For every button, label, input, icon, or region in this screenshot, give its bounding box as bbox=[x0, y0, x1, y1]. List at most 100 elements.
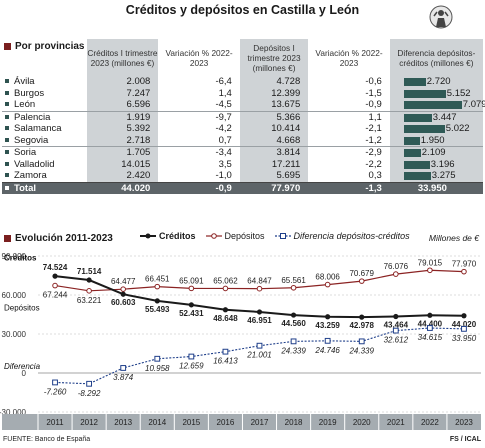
creditos-data-label: 46.951 bbox=[247, 316, 272, 325]
x-tick-label: 2022 bbox=[421, 418, 439, 427]
row-bullet-icon bbox=[5, 185, 9, 190]
chart-legend: Créditos Depósitos Diferencia depósitos-… bbox=[140, 231, 410, 241]
cell-creditos: 14.015 bbox=[86, 158, 159, 170]
diferencia-value: 3.196 bbox=[430, 158, 455, 170]
diferencia-value: 3.275 bbox=[431, 170, 456, 181]
creditos-data-label: 44.400 bbox=[418, 319, 443, 328]
cell-depositos: 4.668 bbox=[239, 134, 309, 147]
depositos-point bbox=[393, 271, 399, 277]
depositos-data-label: 65.091 bbox=[179, 276, 204, 285]
creditos-data-label: 43.259 bbox=[315, 321, 340, 330]
diferencia-value: 2.109 bbox=[421, 147, 446, 158]
x-tick-label: 2014 bbox=[148, 418, 166, 427]
cell-depositos: 10.414 bbox=[239, 123, 309, 135]
header-diferencia: Diferencia depósitos-créditos (millones … bbox=[389, 39, 483, 76]
creditos-point bbox=[256, 309, 263, 315]
header-var-depositos: Variación % 2022-2023 bbox=[315, 47, 383, 68]
cell-creditos: 1.705 bbox=[86, 146, 159, 159]
diferencia-point bbox=[426, 325, 433, 331]
diferencia-bar bbox=[403, 136, 420, 145]
province-label: Palencia bbox=[14, 111, 51, 123]
province-label: Burgos bbox=[14, 87, 45, 99]
table-row: Zamora 2.420 -1,0 5.695 0,3 3.275 bbox=[2, 170, 483, 182]
cell-var-depositos: -1,2 bbox=[308, 134, 390, 147]
depositos-data-label: 77.970 bbox=[452, 260, 477, 269]
diferencia-data-label: 10.958 bbox=[145, 364, 170, 373]
diferencia-point bbox=[324, 337, 331, 344]
header-creditos: Créditos I trimestre 2023 (millones €) bbox=[86, 39, 159, 76]
evolution-line-chart: 90.000 60.000 30.000 0 -30.000 2011 2012 2013 20… bbox=[0, 252, 481, 430]
x-tick-label: 2023 bbox=[455, 418, 473, 427]
credit-note: FS / ICAL bbox=[449, 436, 481, 443]
total-row: Total 44.020 -0,9 77.970 -1,3 33.950 bbox=[2, 181, 483, 194]
x-tick-label: 2017 bbox=[251, 418, 269, 427]
diferencia-data-label: 34.615 bbox=[418, 333, 443, 342]
diferencia-bar bbox=[403, 113, 432, 122]
cell-depositos: 13.675 bbox=[239, 99, 309, 112]
creditos-point bbox=[461, 313, 467, 319]
diferencia-bar bbox=[403, 89, 446, 98]
total-var-creditos: -0,9 bbox=[158, 181, 240, 194]
creditos-point bbox=[359, 314, 365, 320]
cell-var-creditos: -4,2 bbox=[215, 123, 232, 134]
section-marker-icon bbox=[4, 43, 11, 50]
diferencia-value: 2.720 bbox=[426, 76, 451, 87]
diferencia-value: 5.152 bbox=[446, 87, 471, 99]
row-bullet-icon bbox=[5, 150, 9, 155]
depositos-point bbox=[461, 268, 467, 275]
x-tick-label: 2015 bbox=[182, 418, 200, 427]
cell-depositos: 5.695 bbox=[239, 170, 309, 182]
table-row: Segovia 2.718 0,7 4.668 -1,2 1.950 bbox=[2, 134, 483, 147]
depositos-data-label: 65.561 bbox=[281, 276, 306, 285]
diferencia-data-label: -8.292 bbox=[78, 389, 101, 398]
diferencia-point bbox=[290, 338, 297, 345]
header-depositos: Depósitos I trimestre 2023 (millones €) bbox=[239, 39, 309, 76]
diferencia-data-label: 32.612 bbox=[384, 336, 409, 345]
table-row: Burgos 7.247 1,4 12.399 -1,5 5.152 bbox=[2, 87, 483, 99]
depositos-point bbox=[290, 284, 297, 291]
depositos-point bbox=[222, 285, 229, 292]
province-label: Salamanca bbox=[14, 123, 62, 134]
diferencia-point bbox=[222, 348, 229, 355]
cell-var-depositos: 0,3 bbox=[368, 170, 382, 181]
diferencia-point bbox=[154, 355, 161, 362]
cell-var-creditos: -9,7 bbox=[215, 111, 232, 123]
depositos-point bbox=[358, 278, 365, 284]
legend-depositos: Depósitos bbox=[205, 231, 265, 241]
cell-depositos: 5.366 bbox=[239, 111, 309, 123]
province-name: Ávila bbox=[2, 76, 87, 88]
depositos-point bbox=[256, 285, 263, 292]
depositos-point bbox=[52, 282, 58, 289]
creditos-point bbox=[427, 312, 433, 318]
diferencia-point bbox=[392, 327, 399, 334]
cell-creditos: 2.008 bbox=[86, 76, 159, 88]
legend-creditos: Créditos bbox=[140, 231, 196, 241]
cell-var-depositos: -2,9 bbox=[365, 147, 382, 158]
diferencia-point bbox=[52, 379, 58, 386]
diferencia-bar bbox=[403, 78, 426, 86]
province-label: Segovia bbox=[14, 134, 49, 146]
y-tick-label: 0 bbox=[22, 369, 27, 378]
diferencia-bar bbox=[403, 125, 445, 133]
province-label: León bbox=[14, 99, 36, 110]
province-label: Ávila bbox=[14, 76, 35, 87]
cell-creditos: 2.420 bbox=[86, 170, 159, 182]
diferencia-data-label: 21.001 bbox=[246, 351, 271, 360]
creditos-data-label: 55.493 bbox=[145, 305, 170, 314]
diferencia-point bbox=[120, 365, 127, 371]
creditos-point bbox=[86, 277, 92, 283]
province-name: Salamanca bbox=[2, 123, 87, 135]
creditos-data-label: 43.464 bbox=[384, 320, 409, 329]
diferencia-data-label: 24.339 bbox=[348, 346, 374, 355]
y-tick-label: -30.000 bbox=[0, 408, 27, 417]
province-name: Segovia bbox=[2, 134, 87, 147]
depositos-data-label: 79.015 bbox=[418, 258, 443, 267]
province-name: Zamora bbox=[2, 170, 87, 182]
section-marker-icon bbox=[4, 235, 11, 242]
creditos-data-label: 48.648 bbox=[213, 314, 238, 323]
province-name: Soria bbox=[2, 147, 87, 159]
diferencia-data-label: 24.746 bbox=[314, 346, 340, 355]
diferencia-value: 5.022 bbox=[445, 123, 470, 134]
row-bullet-icon bbox=[5, 161, 9, 166]
cell-creditos: 5.392 bbox=[86, 123, 159, 135]
